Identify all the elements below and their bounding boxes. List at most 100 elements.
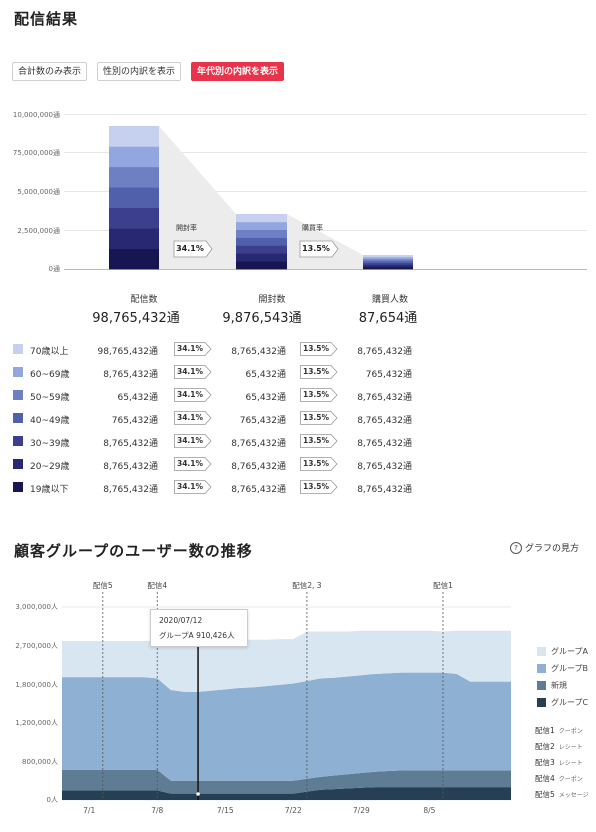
age-bought-value: 8,765,432通 (357, 439, 412, 449)
delivery-marker-label: 配信5 (92, 581, 113, 590)
age-sent-value: 98,765,432通 (97, 347, 158, 357)
area-series (62, 769, 511, 794)
age-purchase-rate: 13.5% (300, 457, 338, 471)
age-opened-value: 65,432通 (245, 393, 287, 403)
graph-help-link[interactable]: ? グラフの見方 (510, 541, 579, 554)
age-opened-value: 8,765,432通 (231, 485, 286, 495)
age-open-rate: 34.1% (174, 365, 212, 379)
tooltip-value: グループA 910,426人 (159, 631, 235, 640)
age-opened-value: 8,765,432通 (231, 462, 286, 472)
bar-segment (109, 166, 159, 188)
age-breakdown-button[interactable]: 年代別の内訳を表示 (191, 62, 285, 81)
gridline (64, 114, 587, 115)
bar-segment (363, 255, 413, 258)
bar-segment (109, 228, 159, 249)
bar-segment (109, 207, 159, 229)
open-rate-label: 開封率 (176, 224, 197, 232)
legend-swatch-group-b (537, 664, 546, 673)
open-rate-value: 34.1% (176, 244, 204, 253)
age-purchase-rate: 13.5% (300, 480, 338, 494)
legend-group-a: グループA (551, 647, 588, 656)
age-bought-value: 8,765,432通 (357, 485, 412, 495)
age-purchase-rate: 13.5% (300, 434, 338, 448)
age-purchase-rate: 13.5% (300, 365, 338, 379)
sent-count-value: 98,765,432通 (92, 311, 180, 326)
age-purchase-rate: 13.5% (300, 388, 338, 402)
sent-count-label: 配信数 (130, 295, 158, 305)
age-open-rate: 34.1% (174, 411, 212, 425)
delivery-marker-label: 配信1 (433, 581, 453, 590)
bar-segment (109, 126, 159, 147)
bar-segment (363, 265, 413, 268)
age-opened-value: 765,432通 (239, 416, 286, 426)
age-label: 50~59歳 (30, 393, 70, 403)
y-tick: 2,500,000通 (17, 227, 60, 235)
age-label: 19歳以下 (30, 485, 69, 495)
age-label: 40~49歳 (30, 416, 70, 426)
age-label: 20~29歳 (30, 462, 70, 472)
y-tick: 10,000,000通 (12, 111, 60, 119)
delivery-marker-label: 配信2, 3 (292, 581, 322, 590)
age-bought-value: 8,765,432通 (357, 393, 412, 403)
hover-point (196, 792, 200, 796)
bar-segment (363, 257, 413, 260)
age-label: 30~39歳 (30, 439, 70, 449)
y-tick: 75,000,000通 (12, 149, 60, 157)
trend-y-tick: 0人 (46, 796, 58, 804)
age-open-rate: 34.1% (174, 457, 212, 471)
age-swatch (13, 367, 23, 377)
age-bought-value: 8,765,432通 (357, 416, 412, 426)
bar-segment (363, 263, 413, 266)
section-title-group-trend: 顧客グループのユーザー数の推移 (14, 542, 253, 560)
section-title-delivery-results: 配信結果 (14, 10, 79, 28)
bar-sent (109, 126, 159, 270)
age-swatch (13, 436, 23, 446)
gridline (64, 230, 587, 231)
age-swatch (13, 413, 23, 423)
chart-tooltip: 2020/07/12 グループA 910,426人 (150, 609, 248, 647)
bar-segment (109, 248, 159, 270)
bar-segment (109, 146, 159, 168)
area-series (62, 672, 511, 781)
legend-group-c: グループC (551, 698, 589, 707)
bar-segment (363, 267, 413, 270)
bar-segment (236, 237, 287, 246)
buyer-count-label: 購買人数 (371, 295, 408, 305)
gender-breakdown-button[interactable]: 性別の内訳を表示 (97, 62, 182, 81)
age-opened-value: 8,765,432通 (231, 347, 286, 357)
trend-y-tick: 2,700,000人 (15, 642, 58, 650)
trend-x-tick: 7/8 (151, 806, 164, 815)
legend-swatch-new (537, 681, 546, 690)
age-sent-value: 65,432通 (117, 393, 159, 403)
trend-x-tick: 7/15 (216, 806, 234, 815)
gridline (64, 191, 587, 192)
age-swatch (13, 482, 23, 492)
age-bought-value: 8,765,432通 (357, 462, 412, 472)
trend-x-tick: 8/5 (423, 806, 436, 815)
bar-segment (236, 214, 287, 223)
total-only-button[interactable]: 合計数のみ表示 (12, 62, 88, 81)
age-sent-value: 8,765,432通 (103, 485, 158, 495)
opened-count-value: 9,876,543通 (222, 311, 302, 326)
age-sent-value: 765,432通 (111, 416, 158, 426)
bar-segment (363, 261, 413, 264)
trend-y-tick: 1,800,000人 (15, 681, 58, 689)
bar-segment (363, 259, 413, 262)
delivery-legend-item: 配信4 クーポン (535, 774, 583, 783)
age-open-rate: 34.1% (174, 342, 212, 356)
trend-x-tick: 7/1 (83, 806, 96, 815)
age-purchase-rate: 13.5% (300, 342, 338, 356)
trend-y-tick: 800,000人 (22, 758, 58, 766)
rate-arrow (299, 240, 339, 258)
age-opened-value: 8,765,432通 (231, 439, 286, 449)
age-swatch (13, 390, 23, 400)
age-open-rate: 34.1% (174, 434, 212, 448)
baseline (64, 269, 587, 270)
age-open-rate: 34.1% (174, 480, 212, 494)
trend-y-tick: 3,000,000人 (15, 603, 58, 611)
funnel-chart (109, 126, 413, 270)
age-swatch (13, 459, 23, 469)
age-sent-value: 8,765,432通 (103, 462, 158, 472)
delivery-marker-label: 配信4 (147, 581, 168, 590)
